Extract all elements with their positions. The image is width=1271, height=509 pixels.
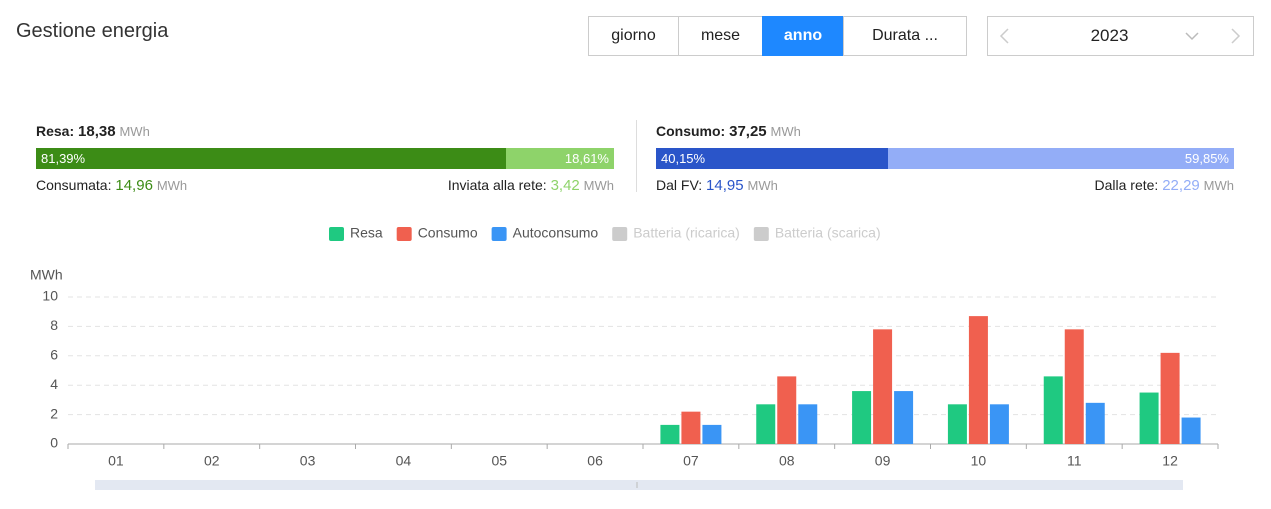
stacked-bar: 40,15% 59,85% — [656, 148, 1234, 169]
prev-icon[interactable] — [999, 28, 1009, 44]
legend-label[interactable]: Batteria (ricarica) — [633, 225, 740, 241]
bar-segment: 59,85% — [888, 148, 1234, 169]
bar-segment: 40,15% — [656, 148, 889, 169]
detail-amount: 3,42 — [550, 177, 580, 194]
tab[interactable]: Durata ... — [843, 16, 967, 56]
bar — [756, 404, 776, 444]
y-tick-label: 6 — [50, 347, 58, 363]
year-controls — [999, 28, 1241, 44]
summary-footer: Consumata: 14,96 MWh Inviata alla rete: 3… — [36, 175, 614, 195]
detail-label: Inviata alla rete: — [447, 177, 547, 193]
summary-left: Dal FV: 14,95 MWh — [656, 175, 778, 195]
x-tick-label: 03 — [300, 453, 316, 469]
unit: MWh — [747, 178, 778, 193]
bar — [894, 391, 914, 444]
detail-amount: 14,96 — [115, 177, 153, 194]
legend-label[interactable]: Consumo — [418, 225, 478, 241]
unit: MWh — [583, 178, 614, 193]
bar — [660, 424, 680, 444]
legend-swatch[interactable] — [329, 227, 344, 241]
summary-amount: 18,38 — [78, 123, 116, 140]
bar — [798, 404, 818, 444]
bar — [1085, 402, 1105, 444]
y-tick-label: 10 — [42, 288, 58, 304]
x-tick-label: 05 — [491, 453, 507, 469]
y-axis-label: MWh — [30, 267, 63, 283]
x-tick-label: 04 — [396, 453, 412, 469]
x-tick-label: 02 — [204, 453, 220, 469]
x-tick-label: 10 — [971, 453, 987, 469]
y-tick-label: 8 — [50, 317, 58, 333]
legend-swatch[interactable] — [491, 227, 507, 241]
y-tick-label: 0 — [50, 435, 58, 451]
scrollbar[interactable] — [95, 480, 1183, 490]
bar — [1064, 329, 1084, 444]
legend-label[interactable]: Resa — [350, 225, 383, 241]
bar — [1181, 417, 1201, 444]
year: 2023 — [1090, 26, 1129, 45]
bar — [852, 391, 872, 444]
bar — [968, 316, 988, 444]
dropdown-icon[interactable] — [1185, 32, 1199, 41]
stacked-bar: 81,39% 18,61% — [36, 148, 614, 169]
detail-label: Dal FV: — [656, 177, 703, 193]
detail-amount: 22,29 — [1162, 177, 1200, 194]
bar-segment: 81,39% — [36, 148, 507, 169]
x-tick-label: 01 — [108, 453, 124, 469]
summary: Consumo: 37,25 MWh 40,15% 59,85% Dal FV: 14… — [656, 120, 1234, 195]
summary: Resa: 18,38 MWh 81,39% 18,61% Consumata: 14… — [36, 120, 614, 195]
detail-amount: 14,95 — [706, 177, 744, 194]
x-tick-label: 06 — [587, 453, 603, 469]
legend-label[interactable]: Autoconsumo — [513, 225, 599, 241]
x-tick-label: 08 — [779, 453, 795, 469]
bar — [702, 424, 722, 444]
bar — [1160, 352, 1180, 444]
legend-label[interactable]: Batteria (scarica) — [775, 225, 881, 241]
summary-footer: Dal FV: 14,95 MWh Dalla rete: 22,29 MWh — [656, 175, 1234, 195]
x-tick-label: 09 — [875, 453, 891, 469]
x-tick-label: 07 — [683, 453, 699, 469]
detail-label: Dalla rete: — [1094, 177, 1159, 193]
legend-swatch[interactable] — [396, 227, 412, 241]
y-tick-label: 4 — [50, 376, 58, 392]
tab[interactable]: anno — [762, 16, 844, 56]
next-icon[interactable] — [1231, 28, 1241, 44]
bar-segment: 18,61% — [506, 148, 614, 169]
unit: MWh — [770, 124, 801, 139]
summary-label: Resa: — [36, 123, 75, 139]
bar — [777, 376, 797, 444]
divider — [636, 120, 637, 192]
x-tick-label: 12 — [1162, 453, 1178, 469]
x-tick-label: 11 — [1067, 453, 1082, 469]
bar — [1043, 376, 1063, 444]
summary-right: Inviata alla rete: 3,42 MWh — [448, 175, 614, 195]
legend-swatch[interactable] — [753, 227, 769, 241]
bar — [947, 404, 967, 444]
page-title: Gestione energia — [16, 20, 169, 42]
summary-left: Consumata: 14,96 MWh — [36, 175, 187, 195]
tab[interactable]: mese — [678, 16, 763, 56]
summary-right: Dalla rete: 22,29 MWh — [1095, 175, 1234, 195]
bar — [1139, 392, 1159, 444]
tab[interactable]: giorno — [588, 16, 679, 56]
detail-label: Consumata: — [36, 177, 112, 193]
summary-amount: 37,25 — [729, 123, 767, 140]
unit: MWh — [119, 124, 150, 139]
summary-title: Consumo: 37,25 MWh — [656, 120, 1234, 142]
unit: MWh — [156, 178, 188, 193]
summary-label: Consumo: — [656, 123, 726, 139]
year-selector[interactable]: 2023 — [987, 16, 1254, 56]
bar — [989, 404, 1009, 444]
summary-title: Resa: 18,38 MWh — [36, 120, 614, 142]
bar — [873, 329, 893, 444]
y-tick-label: 2 — [50, 405, 58, 421]
bar — [681, 411, 701, 444]
unit: MWh — [1203, 178, 1234, 193]
legend-swatch[interactable] — [612, 227, 628, 241]
